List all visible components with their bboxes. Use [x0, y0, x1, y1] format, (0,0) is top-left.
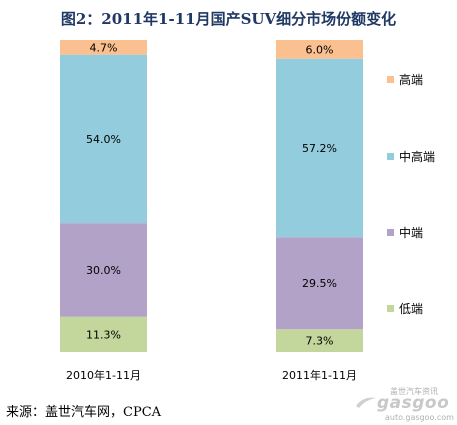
chart-title: 图2：2011年1-11月国产SUV细分市场份额变化 — [60, 10, 397, 28]
bars-layer: 11.3% 30.0% 54.0% 4.7% 7.3% 29.5% 57.2% 6.0% — [60, 40, 363, 352]
data-label-2-3: 57.2% — [302, 142, 337, 155]
x-tick-label-2: 2011年1-11月 — [282, 368, 357, 382]
data-label-2-1: 7.3% — [306, 335, 334, 348]
bar-segment-2-2 — [276, 237, 363, 330]
legend-label-4: 低端 — [399, 302, 423, 316]
data-label-1-2: 30.0% — [86, 264, 121, 277]
watermark-top-text: 盖世汽车资讯 — [390, 387, 438, 396]
bar-segment-1-3 — [60, 54, 147, 224]
bar-segment-2-1 — [276, 329, 363, 352]
gasgoo-swoosh-logo-icon — [356, 397, 376, 408]
data-label-1-3: 54.0% — [86, 133, 121, 146]
legend-swatch-3 — [387, 229, 394, 236]
legend-label-2: 中高端 — [399, 149, 435, 164]
legend-swatch-2 — [387, 153, 394, 160]
x-tick-label-1: 2010年1-11月 — [66, 368, 141, 382]
source-note: 来源：盖世汽车网，CPCA — [6, 405, 162, 420]
x-axis-labels: 2010年1-11月 2011年1-11月 — [66, 368, 357, 382]
data-label-1-4: 4.7% — [90, 41, 118, 54]
data-label-2-2: 29.5% — [302, 277, 337, 290]
legend-label-3: 中端 — [399, 225, 423, 240]
watermark-logo-text: gasgoo — [377, 393, 450, 413]
bar-segment-2-4 — [276, 40, 363, 59]
bar-segment-2-3 — [276, 58, 363, 238]
bar-segment-1-4 — [60, 40, 147, 55]
data-label-2-4: 6.0% — [306, 43, 334, 56]
legend-label-1: 高端 — [399, 72, 423, 87]
data-label-1-1: 11.3% — [86, 328, 121, 341]
bar-segment-1-2 — [60, 223, 147, 317]
watermark: 盖世汽车资讯 gasgoo auto.gasgoo.com — [355, 386, 455, 422]
watermark-url: auto.gasgoo.com — [385, 413, 454, 422]
legend-swatch-1 — [387, 76, 394, 83]
legend-swatch-4 — [387, 305, 394, 312]
bar-segment-1-1 — [60, 316, 147, 352]
